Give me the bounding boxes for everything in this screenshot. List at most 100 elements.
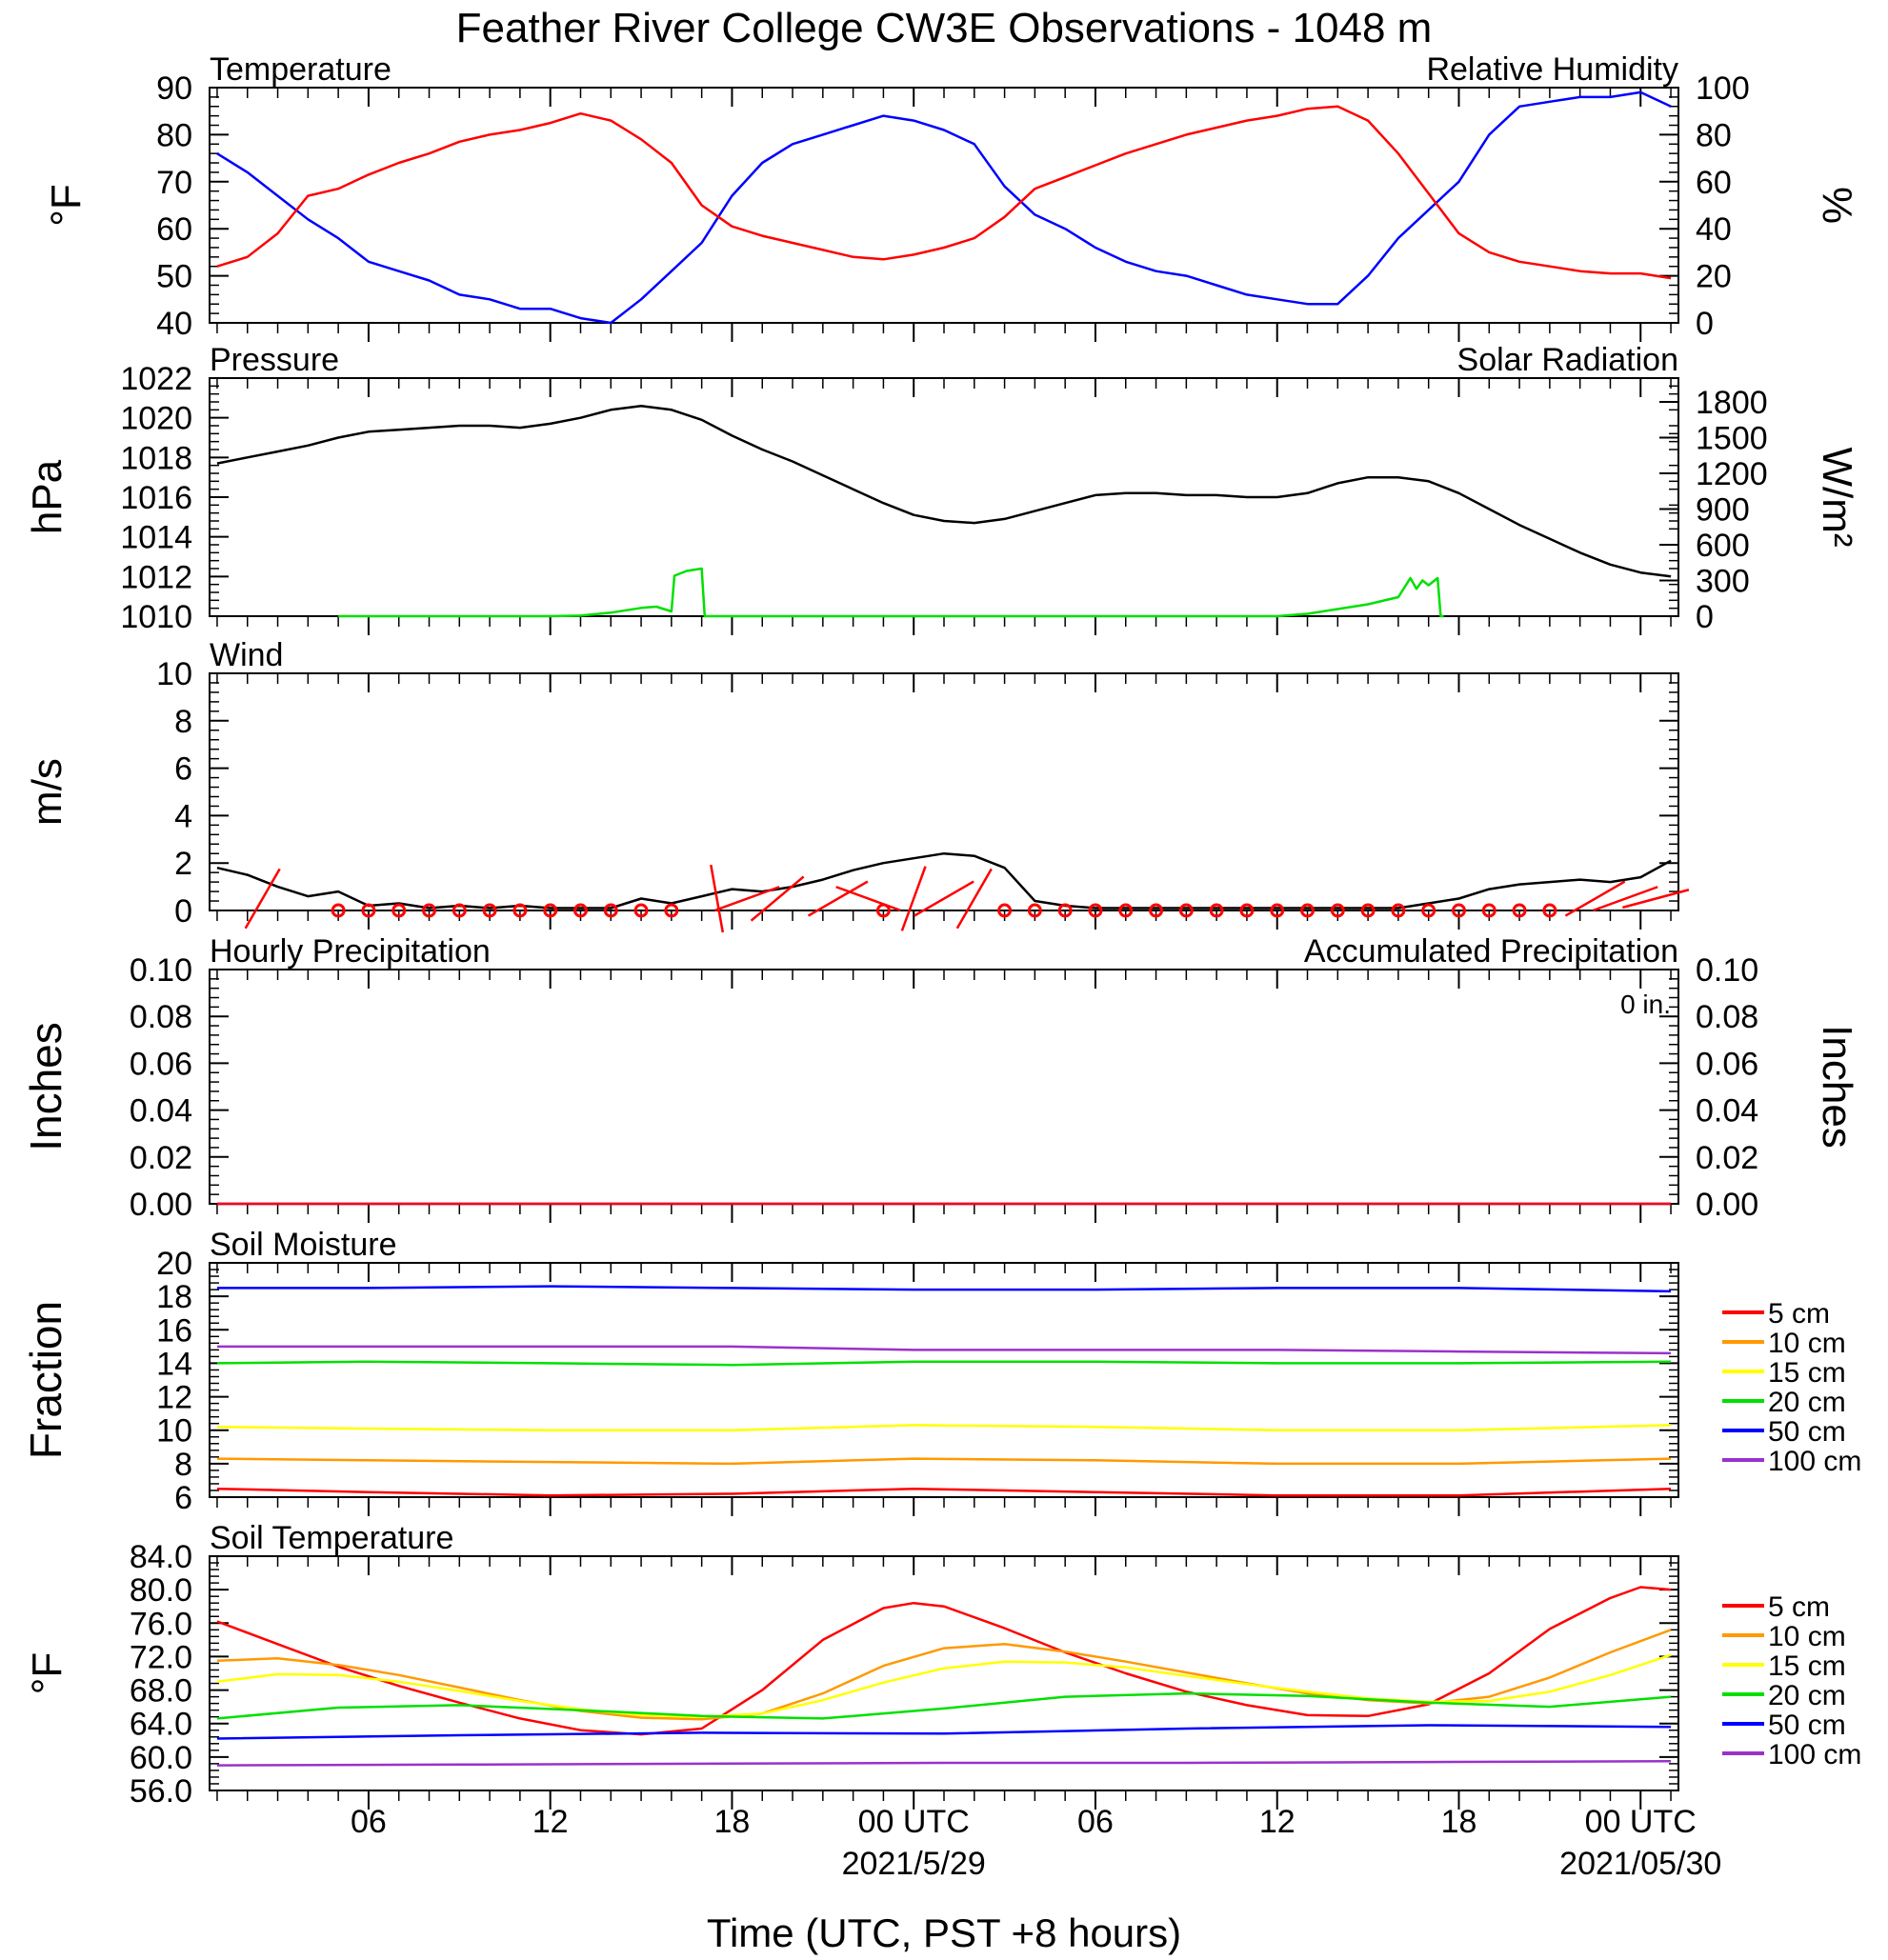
y-tick-label-right: 600 xyxy=(1696,528,1750,564)
y-tick-label-right: 0.02 xyxy=(1696,1140,1758,1176)
panel-frame xyxy=(209,1555,1679,1791)
calm-wind-marker xyxy=(572,903,588,918)
panel-wind: 0 2 4 6 8 10 Wind m/s xyxy=(24,637,1690,933)
calm-wind-marker xyxy=(482,903,497,918)
calm-wind-marker xyxy=(997,903,1013,918)
x-axis-label: Time (UTC, PST +8 hours) xyxy=(707,1910,1181,1955)
y-tick-label-left: 6 xyxy=(174,751,192,788)
y-tick-label-left: 8 xyxy=(174,1447,192,1483)
panel-frame xyxy=(209,969,1679,1205)
y-tick-label-left: 80 xyxy=(156,117,192,153)
calm-wind-marker xyxy=(1512,903,1527,918)
figure-title: Feather River College CW3E Observations … xyxy=(456,5,1433,51)
panel-title-right: Relative Humidity xyxy=(1426,51,1678,88)
calm-wind-marker xyxy=(1330,903,1345,918)
y-tick-label-left: 40 xyxy=(156,306,192,342)
panel-frame xyxy=(209,377,1679,617)
wind-barb xyxy=(900,866,927,931)
y-tick-label-left: 1018 xyxy=(120,440,192,476)
x-tick-label: 00 UTC xyxy=(1585,1804,1697,1840)
y-tick-label-left: 56.0 xyxy=(130,1773,192,1810)
calm-wind-marker xyxy=(452,903,467,918)
y-tick-label-right: 1500 xyxy=(1696,421,1768,457)
panel-title-left: Temperature xyxy=(210,51,392,88)
y-axis-label-left: m/s xyxy=(24,758,70,826)
y-tick-label-left: 0.02 xyxy=(130,1140,192,1176)
y-tick-label-left: 18 xyxy=(156,1279,192,1315)
y-tick-label-right: 0.00 xyxy=(1696,1187,1758,1223)
calm-wind-marker xyxy=(603,903,618,918)
y-tick-label-right: 0.08 xyxy=(1696,999,1758,1035)
y-tick-label-left: 1016 xyxy=(120,480,192,516)
y-tick-label-right: 0.10 xyxy=(1696,952,1758,989)
y-tick-label-left: 90 xyxy=(156,70,192,107)
calm-wind-marker xyxy=(633,903,649,918)
calm-wind-marker xyxy=(1239,903,1255,918)
y-tick-label-left: 2 xyxy=(174,846,192,882)
calm-wind-marker xyxy=(664,903,679,918)
calm-wind-marker xyxy=(1178,903,1194,918)
panel-precip: 0.00 0.02 0.04 0.06 0.08 0.10 0.00 0.02 0.04 0.06… xyxy=(21,933,1860,1223)
series-line-100-cm xyxy=(216,1345,1672,1355)
wind-barb xyxy=(955,868,993,930)
y-tick-label-left: 60 xyxy=(156,211,192,248)
wind-barb xyxy=(1622,889,1690,910)
y-tick-label-right: 100 xyxy=(1696,70,1750,107)
panel-title-left: Soil Temperature xyxy=(210,1520,453,1556)
legend-label: 15 cm xyxy=(1768,1650,1846,1682)
y-tick-label-left: 76.0 xyxy=(130,1606,192,1642)
y-axis-label-left: °F xyxy=(43,184,90,226)
panel-soil_temperature: 56.060.064.068.072.076.080.084.0 Soil Tem… xyxy=(24,1520,1861,1810)
wind-barb xyxy=(714,886,780,912)
wind-barb xyxy=(914,880,974,917)
calm-wind-marker xyxy=(1481,903,1496,918)
calm-wind-marker xyxy=(1391,903,1406,918)
y-tick-label-right: 1800 xyxy=(1696,385,1768,421)
calm-wind-marker xyxy=(1027,903,1042,918)
legend-label: 10 cm xyxy=(1768,1328,1846,1359)
series-line-10-cm xyxy=(216,1457,1672,1466)
x-tick-label: 18 xyxy=(1441,1804,1477,1840)
y-tick-label-left: 60.0 xyxy=(130,1740,192,1776)
y-tick-label-right: 900 xyxy=(1696,492,1750,529)
panel-title-right: Solar Radiation xyxy=(1457,342,1678,378)
y-tick-label-right: 0 xyxy=(1696,599,1714,635)
legend-label: 5 cm xyxy=(1768,1591,1830,1623)
y-tick-label-right: 60 xyxy=(1696,165,1732,201)
calm-wind-marker xyxy=(1057,903,1073,918)
x-tick-label: 18 xyxy=(714,1804,751,1840)
calm-wind-marker xyxy=(361,903,376,918)
y-tick-label-left: 10 xyxy=(156,1413,192,1450)
wind-barb xyxy=(1564,880,1626,917)
y-tick-label-left: 70 xyxy=(156,165,192,201)
panel-temp_rh: 40 50 60 70 80 90 0 20 40 60 80 100 Temperature Relat… xyxy=(43,51,1860,342)
x-tick-label: 06 xyxy=(351,1804,387,1840)
calm-wind-marker xyxy=(543,903,558,918)
y-tick-label-left: 84.0 xyxy=(130,1539,192,1575)
y-tick-label-right: 1200 xyxy=(1696,456,1768,492)
y-tick-label-right: 20 xyxy=(1696,259,1732,295)
x-date-label: 2021/5/29 xyxy=(842,1846,986,1882)
legend-label: 5 cm xyxy=(1768,1298,1830,1330)
legend-label: 10 cm xyxy=(1768,1621,1846,1652)
y-tick-label-right: 0.04 xyxy=(1696,1093,1758,1130)
y-tick-label-right: 0.06 xyxy=(1696,1046,1758,1082)
y-axis-label-left: hPa xyxy=(24,459,70,534)
calm-wind-marker xyxy=(1088,903,1103,918)
wind-barb xyxy=(750,875,805,922)
y-axis-label-right: % xyxy=(1814,187,1860,224)
y-tick-label-right: 40 xyxy=(1696,211,1732,248)
panel-title-right: Accumulated Precipitation xyxy=(1304,933,1678,970)
y-tick-label-left: 10 xyxy=(156,656,192,692)
y-tick-label-right: 0 xyxy=(1696,306,1714,342)
series-line-20-cm xyxy=(216,1360,1672,1367)
y-tick-label-left: 0.06 xyxy=(130,1046,192,1082)
series-line-pressure xyxy=(216,404,1672,578)
wind-barb xyxy=(807,880,869,917)
y-tick-label-left: 4 xyxy=(174,798,192,834)
y-tick-label-left: 0.08 xyxy=(130,999,192,1035)
y-tick-label-left: 1022 xyxy=(120,361,192,397)
